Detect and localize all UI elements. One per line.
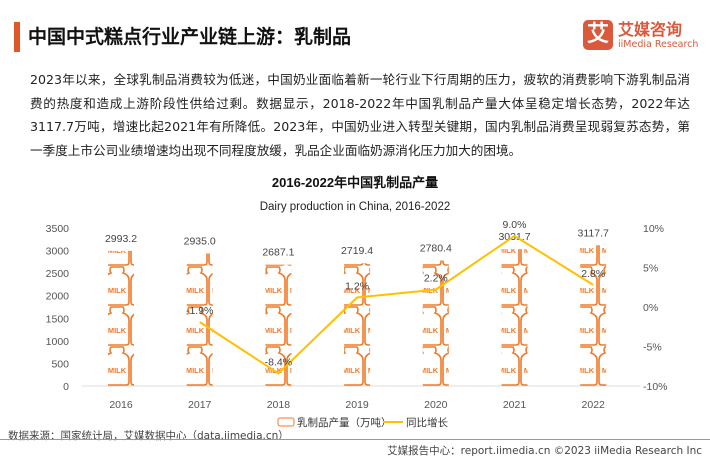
x-tick-2016: 2016	[109, 399, 133, 411]
growth-label-2018: -8.4%	[265, 356, 292, 368]
x-tick-2021: 2021	[503, 399, 527, 411]
y-left-tick: 1000	[46, 336, 70, 348]
y-left-tick: 0	[63, 381, 69, 393]
y-left-tick: 3500	[46, 223, 70, 235]
footer-divider	[0, 439, 710, 440]
chart-subtitle: Dairy production in China, 2016-2022	[260, 201, 451, 213]
growth-label-2017: -1.9%	[186, 305, 213, 317]
page-title: 中国中式糕点行业产业链上游：乳制品	[28, 26, 352, 48]
x-tick-2022: 2022	[582, 399, 606, 411]
bar-label-2016: 2993.2	[105, 233, 137, 245]
bar-2017	[186, 253, 213, 386]
legend-milk-icon	[277, 417, 295, 427]
footer-copyright: 艾媒报告中心：report.iimedia.cn ©2023 iiMedia R…	[387, 445, 702, 457]
x-tick-2017: 2017	[188, 399, 212, 411]
intro-paragraph: 2023年以来，全球乳制品消费较为低迷，中国奶业面临着新一轮行业下行周期的压力，…	[30, 72, 690, 158]
y-right-tick: 10%	[643, 223, 664, 235]
logo-en: iiMedia Research	[618, 38, 699, 50]
growth-label-2022: 2.8%	[581, 268, 605, 280]
title-accent	[14, 22, 20, 52]
y-left-tick: 2500	[46, 268, 70, 280]
data-source: 数据来源：国家统计局，艾媒数据中心（data.iimedia.cn）	[8, 430, 289, 442]
bar-label-2020: 2780.4	[420, 242, 452, 254]
bar-label-2019: 2719.4	[341, 245, 373, 257]
bar-2021	[501, 249, 528, 386]
bar-label-2018: 2687.1	[262, 247, 294, 259]
iimedia-logo: 艾 艾媒咨询 iiMedia Research	[583, 20, 698, 50]
x-tick-2020: 2020	[424, 399, 448, 411]
y-right-tick: 5%	[643, 263, 658, 275]
dairy-production-chart: 2016-2022年中国乳制品产量 Dairy production in Chi…	[46, 175, 668, 429]
logo-mark: 艾	[583, 20, 613, 50]
x-tick-2019: 2019	[345, 399, 369, 411]
bar-2019	[344, 263, 371, 386]
logo-cn: 艾媒咨询	[618, 19, 683, 39]
y-right-tick: 0%	[643, 302, 658, 314]
bar-2016	[108, 250, 134, 386]
y-right-tick: -10%	[643, 381, 668, 393]
y-left-tick: 2000	[46, 291, 70, 303]
bar-2020	[422, 260, 449, 386]
bar-label-2021: 3031.7	[498, 231, 530, 243]
bar-2022	[580, 245, 607, 386]
y-left-tick: 500	[51, 358, 69, 370]
growth-line	[199, 234, 594, 375]
growth-label-2019: 1.2%	[345, 281, 369, 293]
y-left-tick: 3000	[46, 246, 70, 258]
growth-label-2021: 9.0%	[503, 219, 527, 231]
growth-label-2020: 2.2%	[424, 273, 448, 285]
bar-label-2022: 3117.7	[578, 227, 609, 239]
bar-label-2017: 2935.0	[184, 236, 216, 248]
legend-line: 同比增长	[406, 416, 448, 429]
y-left-tick: 1500	[46, 313, 70, 325]
y-right-tick: -5%	[643, 342, 662, 354]
x-tick-2018: 2018	[267, 399, 291, 411]
chart-title: 2016-2022年中国乳制品产量	[272, 175, 438, 190]
legend-bar: 乳制品产量（万吨）	[297, 416, 392, 429]
